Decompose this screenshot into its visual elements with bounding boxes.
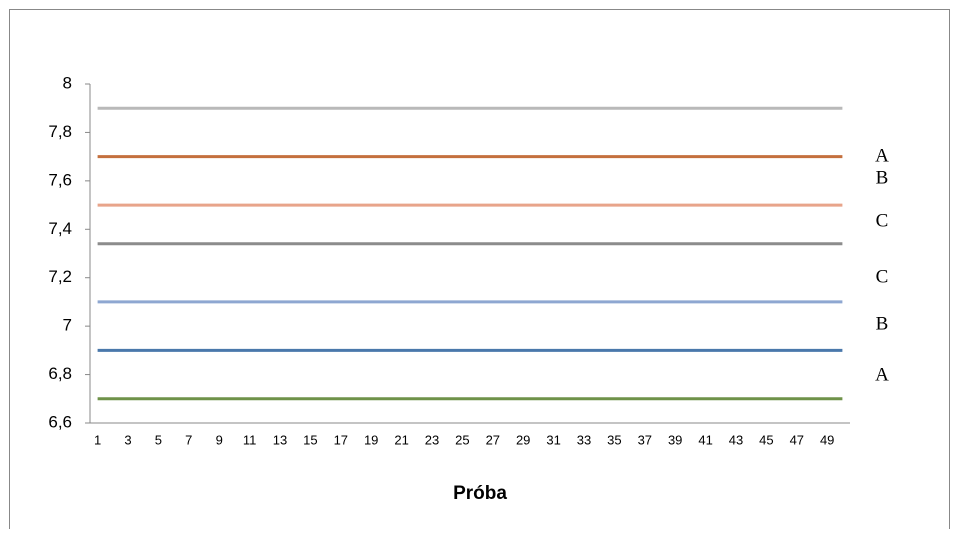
chart-border (9, 9, 950, 534)
annotation: B (876, 313, 889, 334)
y-tick-label: 7,2 (48, 267, 72, 286)
x-tick-label: 47 (790, 432, 804, 447)
y-tick-label: 6,8 (48, 364, 72, 383)
x-tick-label: 39 (668, 432, 682, 447)
x-tick-label: 9 (216, 432, 223, 447)
x-tick-label: 35 (607, 432, 621, 447)
x-tick-label: 19 (364, 432, 378, 447)
x-tick-label: 17 (334, 432, 348, 447)
x-tick-label: 45 (759, 432, 773, 447)
annotation: A (875, 145, 889, 166)
x-tick-label: 3 (124, 432, 131, 447)
x-tick-label: 37 (638, 432, 652, 447)
x-tick-label: 33 (577, 432, 591, 447)
x-tick-label: 31 (546, 432, 560, 447)
x-tick-label: 41 (698, 432, 712, 447)
y-tick-label: 7,8 (48, 122, 72, 141)
x-tick-label: 23 (425, 432, 439, 447)
annotation: B (876, 167, 889, 188)
x-axis-title: Próba (453, 483, 507, 504)
y-tick-label: 8 (63, 73, 72, 92)
x-tick-label: 15 (303, 432, 317, 447)
x-tick-label: 11 (243, 432, 257, 447)
annotation: C (876, 266, 889, 287)
x-tick-label: 21 (394, 432, 408, 447)
x-tick-label: 49 (820, 432, 834, 447)
x-tick-label: 13 (273, 432, 287, 447)
y-tick-label: 7,6 (48, 170, 72, 189)
y-tick-label: 6,6 (48, 412, 72, 431)
x-tick-label: 43 (729, 432, 743, 447)
x-tick-label: 1 (94, 432, 101, 447)
y-tick-label: 7,4 (48, 219, 72, 238)
x-tick-label: 5 (155, 432, 162, 447)
x-tick-label: 7 (185, 432, 192, 447)
y-tick-label: 7 (63, 316, 72, 335)
annotation: C (876, 210, 889, 231)
x-tick-label: 29 (516, 432, 530, 447)
x-tick-label: 25 (455, 432, 469, 447)
annotation: A (875, 364, 889, 385)
x-tick-label: 27 (486, 432, 500, 447)
